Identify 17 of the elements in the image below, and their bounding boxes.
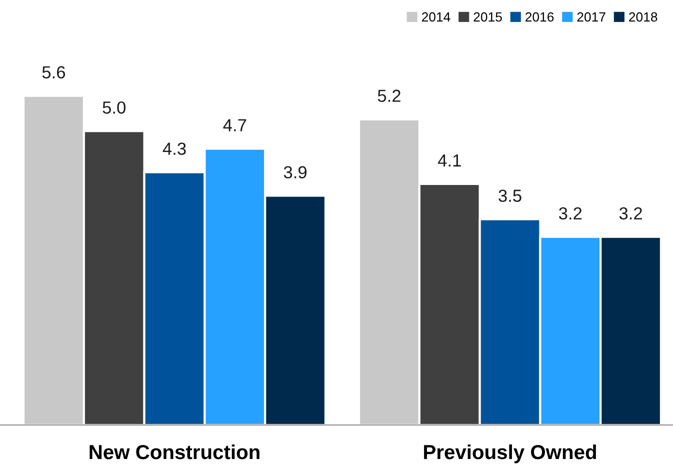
data-label: 4.7 xyxy=(223,119,246,132)
legend-label: 2015 xyxy=(474,12,502,22)
legend-label: 2018 xyxy=(629,12,658,22)
data-label: 3.2 xyxy=(558,207,582,220)
data-label: 3.9 xyxy=(284,166,307,178)
legend-label: 2017 xyxy=(577,12,606,22)
data-label: 3.2 xyxy=(619,207,642,220)
data-label: 4.3 xyxy=(162,142,186,155)
x-tick-label: New Construction xyxy=(90,444,260,460)
legend-label: 2014 xyxy=(422,12,450,22)
data-label: 3.5 xyxy=(498,190,522,202)
data-label: 5.0 xyxy=(102,101,126,114)
legend-label: 2016 xyxy=(526,12,554,22)
data-label: 4.1 xyxy=(438,154,461,166)
data-label: 5.6 xyxy=(42,66,66,78)
data-label: 5.2 xyxy=(378,90,400,102)
x-tick-label: Previously Owned xyxy=(424,444,596,464)
